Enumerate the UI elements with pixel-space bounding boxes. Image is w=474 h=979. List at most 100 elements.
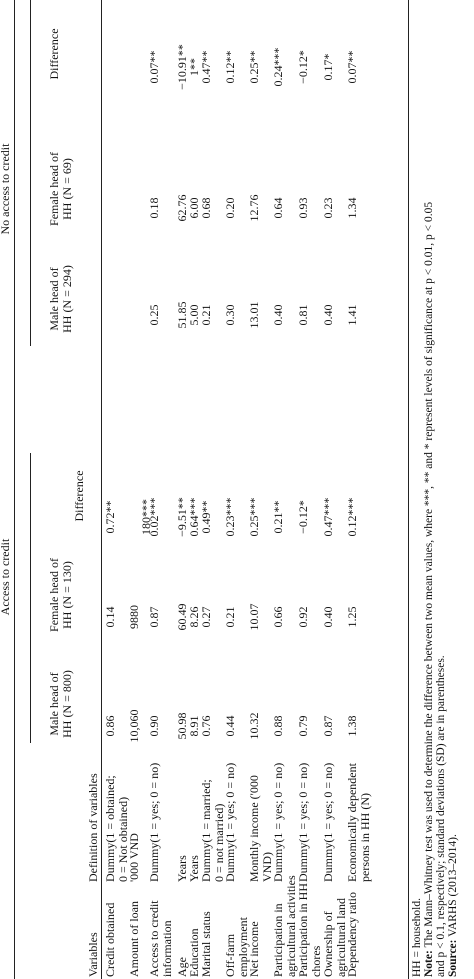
col-header-male-line2: HH (N = 800)	[60, 670, 74, 738]
cell-variable-line: Amount of loan	[127, 901, 141, 977]
col-header-difference: Difference	[72, 470, 86, 522]
cell-male: 0.87	[321, 715, 335, 737]
cell-male: 0.44	[223, 715, 237, 737]
cell-difference: −0.12*	[296, 500, 310, 534]
col-header-female-na: Female head of HH (N = 69)	[47, 139, 74, 239]
cell-difference: 0.72**	[103, 500, 117, 534]
cell-definition: Dummy(1 = yes; 0 = no)	[147, 762, 161, 882]
cell-definition: Dummy(1 = yes; 0 = no)	[296, 762, 310, 882]
cell-definition: '000 VND	[127, 833, 141, 882]
cell-female-na: 0.68	[199, 197, 213, 219]
cell-variable-line: information	[160, 920, 174, 977]
cell-difference: 0.49**	[199, 500, 213, 534]
cell-male: 0.86	[103, 715, 117, 737]
cell-male: 0.76	[199, 715, 213, 737]
col-header-male: Male head of HH (N = 800)	[47, 659, 74, 749]
col-header-female-line2: HH (N = 130)	[60, 561, 74, 629]
source-label: Source:	[447, 939, 459, 977]
cell-variable: Participation in agricultural activities	[271, 875, 298, 977]
note-text-1: The Mann–Whitney test was used to determ…	[423, 201, 435, 948]
cell-female-na: 0.18	[147, 197, 161, 219]
cell-difference: 0.47***	[321, 497, 335, 537]
cell-female-na: 0.93	[296, 197, 310, 219]
cell-variable: Net income	[247, 921, 261, 977]
note-label: Note:	[423, 950, 435, 977]
top-rule	[14, 0, 16, 979]
col-header-female: Female head of HH (N = 130)	[47, 545, 74, 645]
header-rule	[101, 0, 102, 979]
cell-male: 1.38	[345, 715, 359, 737]
cell-difference: 0.23***	[223, 497, 237, 537]
cell-definition-line: Dummy(1 = yes; 0 = no)	[321, 762, 335, 882]
group-header-access: Access to credit	[0, 538, 12, 616]
cell-variable-line: Dependency ratio	[345, 892, 359, 977]
group-rule-access	[30, 453, 31, 743]
cell-male-na: 13.01	[247, 301, 261, 329]
cell-variable: Amount of loan	[127, 901, 141, 977]
cell-variable: Access to credit information	[147, 900, 174, 977]
cell-difference-na: 0.12**	[223, 50, 237, 84]
cell-male: 0.90	[147, 715, 161, 737]
cell-female: 0.40	[321, 606, 335, 628]
cell-variable: Dependency ratio	[345, 892, 359, 977]
cell-male-na: 0.21	[199, 304, 213, 326]
cell-male-na: 0.25	[147, 304, 161, 326]
cell-female: 0.66	[271, 606, 285, 628]
cell-male: 10,060	[127, 709, 141, 743]
cell-definition-line: Dummy(1 = yes; 0 = no)	[223, 762, 237, 882]
cell-difference-na: 0.17*	[321, 53, 335, 81]
cell-female: 10.07	[247, 603, 261, 631]
cell-male-na: 0.40	[271, 304, 285, 326]
cell-difference: 0.12***	[345, 497, 359, 537]
cell-variable: Marital status	[199, 911, 213, 977]
cell-male: 10.32	[247, 712, 261, 740]
cell-difference-na: −0.12*	[296, 50, 310, 84]
cell-male-na: 0.40	[321, 304, 335, 326]
cell-definition-line: Dummy(1 = yes; 0 = no)	[296, 762, 310, 882]
cell-female-na: 0.64	[271, 197, 285, 219]
col-header-variables: Variables	[86, 932, 100, 977]
source-text: VARHS (2013–2014).	[447, 834, 459, 937]
cell-definition: Dummy(1 = yes; 0 = no)	[223, 762, 237, 882]
cell-difference-na: 0.24***	[271, 47, 285, 87]
cell-variable-line: Credit obtained	[103, 902, 117, 977]
cell-difference-na: 0.07**	[147, 50, 161, 84]
cell-variable: Participation in HH chores	[296, 883, 323, 977]
bottom-rule	[408, 0, 410, 979]
cell-female-na: 0.20	[223, 197, 237, 219]
cell-variable: Credit obtained	[103, 902, 117, 977]
cell-female: 0.87	[147, 606, 161, 628]
group-rule-no-access	[30, 0, 31, 346]
col-header-female-na-line2: HH (N = 69)	[60, 158, 74, 220]
col-header-definition: Definition of variables	[86, 773, 100, 882]
col-header-difference-na: Difference	[47, 28, 61, 80]
cell-definition-line: Dummy(1 = yes; 0 = no)	[147, 762, 161, 882]
cell-variable-line: Net income	[247, 921, 261, 977]
cell-difference-na: 0.07**	[345, 50, 359, 84]
cell-definition: Economically dependent persons in HH (N)	[345, 763, 372, 882]
cell-definition-line: '000 VND	[127, 833, 141, 882]
cell-female-na: 12.76	[247, 194, 261, 222]
cell-female: 9880	[127, 605, 141, 629]
note-line-2: and p < 0.1, respectively; standard devi…	[435, 655, 447, 977]
cell-male: 0.79	[296, 715, 310, 737]
cell-difference: 0.25***	[247, 497, 261, 537]
cell-female: 0.27	[199, 606, 213, 628]
cell-male-na: 0.30	[223, 304, 237, 326]
cell-female-na: 0.23	[321, 197, 335, 219]
cell-female: 0.14	[103, 606, 117, 628]
cell-variable-line: Marital status	[199, 911, 213, 977]
note-line-1: Note: The Mann–Whitney test was used to …	[423, 202, 436, 977]
cell-definition: Dummy(1 = yes; 0 = no)	[271, 763, 285, 882]
cell-male: 0.88	[271, 715, 285, 737]
source-line: Source: VARHS (2013–2014).	[447, 834, 460, 977]
cell-female-na: 1.34	[345, 197, 359, 219]
cell-definition: Dummy(1 = yes; 0 = no)	[321, 762, 335, 882]
cell-difference-na: 0.47**	[199, 50, 213, 84]
cell-male-na: 1.41	[345, 304, 359, 326]
cell-difference-na: 0.25**	[247, 50, 261, 84]
cell-definition-line: persons in HH (N)	[358, 793, 372, 882]
abbreviation-note: HH = household.	[411, 898, 423, 977]
col-header-male-na-line2: HH (N = 294)	[60, 265, 74, 333]
